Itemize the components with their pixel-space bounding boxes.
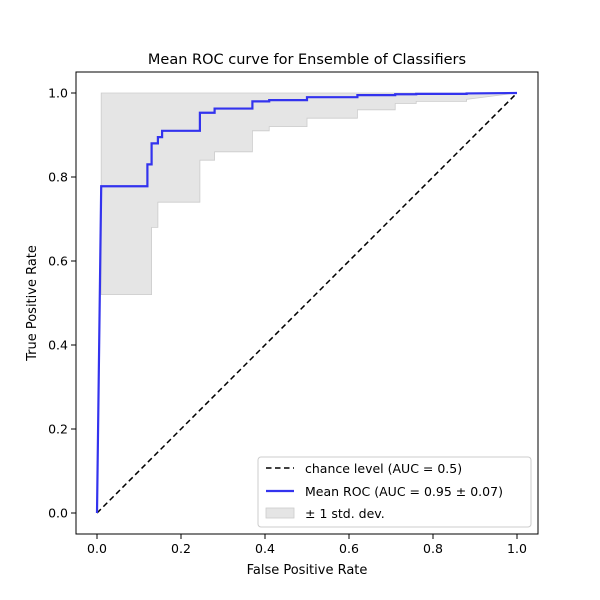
- y-tick-label: 0.8: [48, 170, 68, 185]
- plot-area: [95, 91, 518, 514]
- x-axis-ticks: 0.0 0.2 0.4 0.6 0.8 1.0: [87, 534, 527, 556]
- y-tick-label: 0.2: [48, 422, 68, 437]
- y-tick-label: 0.6: [48, 254, 68, 269]
- y-axis-ticks: 0.0 0.2 0.4 0.6 0.8 1.0: [48, 86, 76, 521]
- x-tick-label: 0.4: [255, 541, 275, 556]
- std-dev-band: [100, 92, 518, 295]
- legend: chance level (AUC = 0.5) Mean ROC (AUC =…: [257, 456, 532, 528]
- y-tick-label: 1.0: [48, 86, 68, 101]
- x-tick-label: 0.2: [171, 541, 191, 556]
- x-axis-label: False Positive Rate: [247, 563, 368, 578]
- y-axis-label: True Positive Rate: [25, 245, 40, 362]
- legend-mean-label: Mean ROC (AUC = 0.95 ± 0.07): [305, 484, 503, 499]
- mean-roc-line: [95, 91, 518, 514]
- legend-chance-label: chance level (AUC = 0.5): [305, 461, 462, 476]
- chart-title: Mean ROC curve for Ensemble of Classifie…: [148, 52, 466, 68]
- x-tick-label: 0.0: [87, 541, 107, 556]
- legend-band-swatch: [265, 507, 295, 519]
- x-tick-label: 0.8: [423, 541, 443, 556]
- x-tick-label: 0.6: [339, 541, 359, 556]
- legend-box: [257, 456, 532, 528]
- y-tick-label: 0.4: [48, 338, 68, 353]
- legend-band-label: ± 1 std. dev.: [305, 506, 385, 521]
- y-tick-label: 0.0: [48, 506, 68, 521]
- x-tick-label: 1.0: [507, 541, 527, 556]
- axes-frame: [75, 71, 539, 535]
